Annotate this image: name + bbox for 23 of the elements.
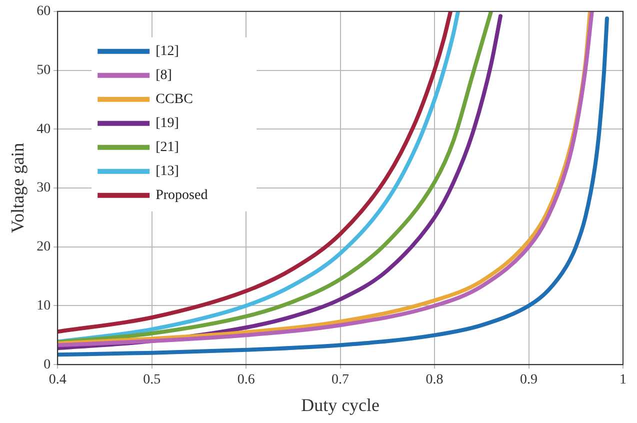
y-tick-label: 10: [36, 298, 51, 314]
legend-label: Proposed: [156, 188, 208, 204]
legend-label: [12]: [156, 44, 179, 60]
y-tick-label: 30: [36, 180, 51, 196]
y-tick-label: 20: [36, 240, 51, 255]
y-tick-label: 60: [36, 4, 51, 20]
legend-label: [19]: [156, 116, 179, 132]
y-axis-title: Voltage gain: [8, 142, 28, 234]
legend-label: CCBC: [156, 92, 193, 108]
x-tick-label: 0.5: [143, 372, 161, 388]
x-tick-label: 0.7: [332, 372, 350, 388]
y-tick-label: 0: [44, 357, 51, 372]
legend-label: [13]: [156, 164, 179, 180]
x-tick-label: 1: [620, 372, 626, 388]
x-tick-label: 0.9: [520, 372, 538, 388]
x-tick-label: 0.8: [426, 372, 444, 388]
y-tick-label: 50: [36, 62, 51, 78]
legend-label: [8]: [156, 68, 172, 84]
x-tick-label: 0.4: [48, 372, 66, 388]
legend-label: [21]: [156, 140, 179, 156]
x-axis-title: Duty cycle: [301, 394, 380, 415]
y-tick-label: 40: [36, 122, 51, 137]
x-tick-label: 0.6: [237, 372, 255, 388]
